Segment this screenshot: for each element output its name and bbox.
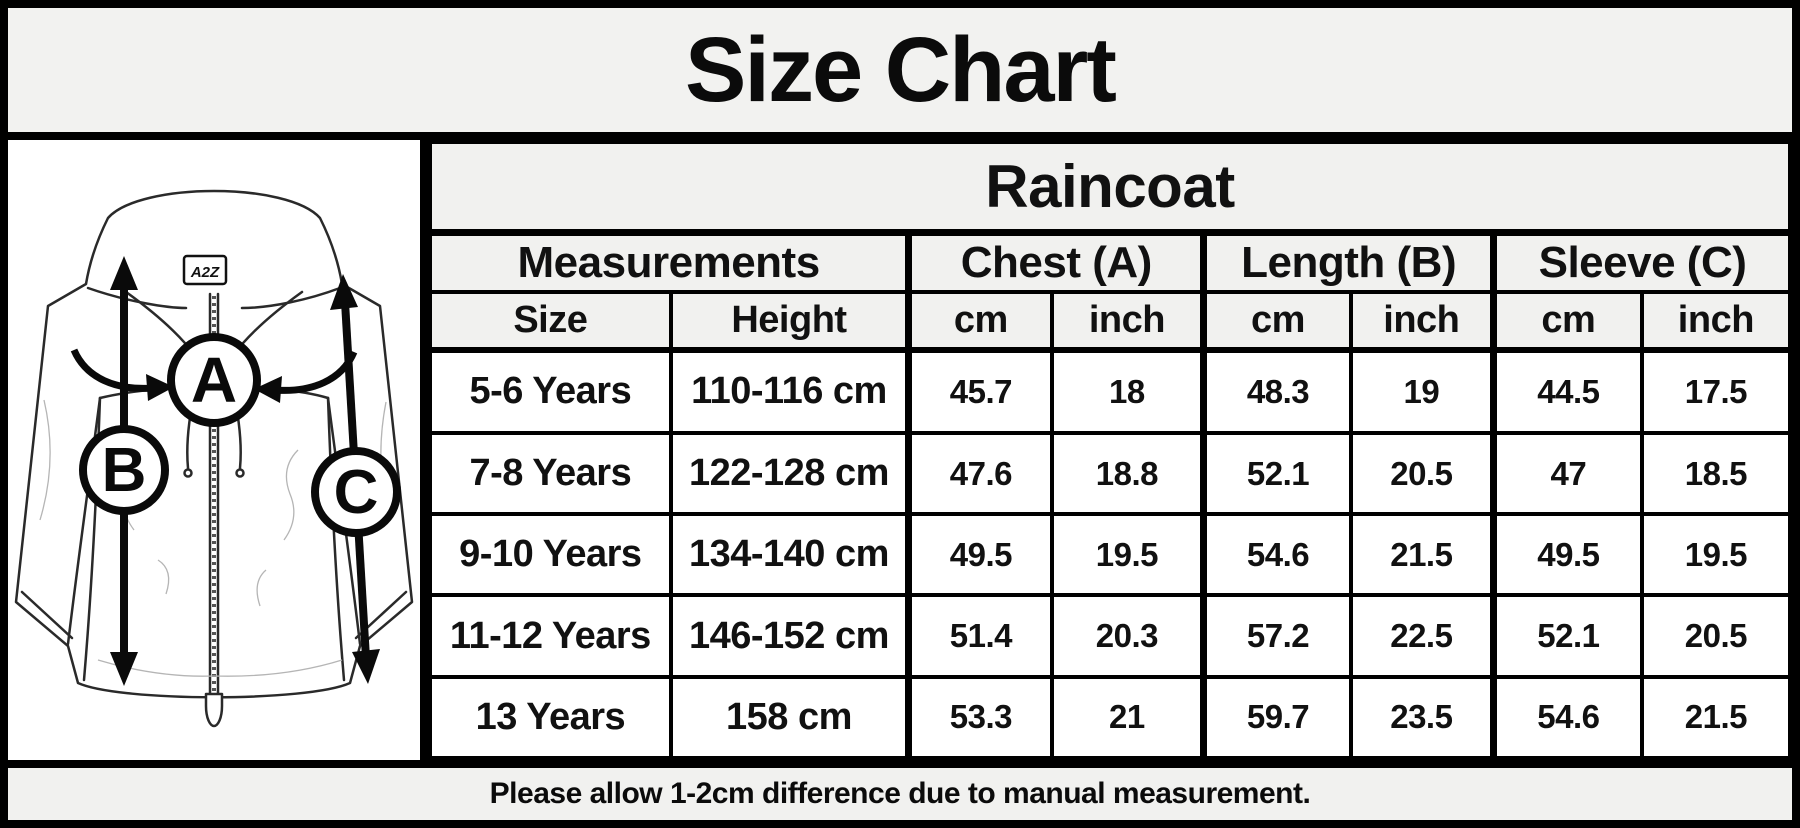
label-b: B [102, 436, 147, 505]
table-row: 11-12 Years 146-152 cm 51.4 20.3 57.2 22.5 52.… [428, 593, 1793, 679]
main-area: A2Z A B [8, 140, 1793, 761]
product-header-row: Raincoat [428, 140, 1792, 236]
size-table: Raincoat Measurements Chest (A) Length (… [428, 140, 1793, 761]
column-header-row: Size Height cm inch cm inch cm inch [428, 290, 1793, 353]
cell-height: 134-140 cm [668, 512, 911, 598]
cell-chest-cm: 45.7 [905, 348, 1054, 435]
cell-chest-inch: 18.8 [1049, 430, 1206, 517]
cell-size: 13 Years [428, 674, 673, 761]
page-title: Size Chart [685, 18, 1117, 121]
cell-sleeve-inch: 21.5 [1639, 674, 1793, 761]
cell-length-cm: 59.7 [1200, 674, 1353, 761]
cell-height: 110-116 cm [668, 348, 911, 435]
sleeve-arrowhead-bottom [352, 649, 380, 684]
cell-length-inch: 21.5 [1348, 512, 1496, 598]
raincoat-sketch: A2Z A B [14, 189, 414, 728]
body-right-seam [326, 396, 346, 682]
label-c-circle [311, 447, 401, 537]
title-bar: Size Chart [8, 8, 1792, 132]
footer-note: Please allow 1-2cm difference due to man… [489, 777, 1311, 810]
cell-length-cm: 54.6 [1200, 512, 1353, 598]
raincoat-diagram: A2Z A B [8, 140, 420, 760]
col-header-length-cm: cm [1200, 290, 1353, 353]
cell-chest-inch: 20.3 [1049, 593, 1206, 679]
footer-bar: Please allow 1-2cm difference due to man… [8, 768, 1792, 820]
cell-sleeve-cm: 47 [1489, 430, 1644, 517]
cell-sleeve-cm: 49.5 [1489, 512, 1644, 598]
col-header-length-inch: inch [1348, 290, 1496, 353]
col-header-chest-cm: cm [905, 290, 1054, 353]
length-arrowhead-bottom [110, 652, 138, 686]
cell-length-inch: 22.5 [1348, 593, 1496, 679]
col-header-height: Height [668, 290, 911, 353]
cell-sleeve-inch: 18.5 [1639, 430, 1793, 517]
cell-height: 146-152 cm [668, 593, 911, 679]
cell-chest-inch: 19.5 [1049, 512, 1206, 598]
col-header-size: Size [428, 290, 673, 353]
sleeve-arrowhead-top [330, 274, 358, 310]
cell-sleeve-inch: 19.5 [1639, 512, 1793, 598]
cell-length-cm: 48.3 [1200, 348, 1353, 435]
cell-length-cm: 52.1 [1200, 430, 1353, 517]
chest-arrowhead-left [146, 374, 174, 401]
cell-chest-cm: 49.5 [905, 512, 1054, 598]
table-row: 9-10 Years 134-140 cm 49.5 19.5 54.6 21.5 49.5… [428, 512, 1793, 598]
chest-arrow-left-arc [70, 348, 155, 392]
cell-sleeve-inch: 20.5 [1639, 593, 1793, 679]
cell-height: 122-128 cm [668, 430, 911, 517]
length-arrowhead-top [110, 256, 138, 290]
cell-size: 5-6 Years [428, 348, 673, 435]
cell-length-inch: 23.5 [1348, 674, 1496, 761]
hood-base [86, 286, 342, 310]
size-table-wrap: Raincoat Measurements Chest (A) Length (… [428, 140, 1793, 761]
table-row: 5-6 Years 110-116 cm 45.7 18 48.3 19 44.5 17.5 [428, 348, 1793, 435]
col-header-sleeve-inch: inch [1639, 290, 1793, 353]
table-body: 5-6 Years 110-116 cm 45.7 18 48.3 19 44.5 17.5 7… [428, 348, 1793, 761]
label-a-circle [167, 333, 261, 427]
wrinkle [256, 569, 267, 607]
cell-size: 9-10 Years [428, 512, 673, 598]
label-c: C [334, 458, 379, 527]
cell-chest-cm: 47.6 [905, 430, 1054, 517]
label-b-circle [79, 425, 169, 515]
product-title: Raincoat [428, 140, 1792, 236]
brand-label-box [182, 254, 228, 286]
group-header-row: Measurements Chest (A) Length (B) Sleeve… [428, 230, 1792, 294]
cell-chest-cm: 53.3 [905, 674, 1054, 761]
cell-chest-inch: 21 [1049, 674, 1206, 761]
wrinkle [97, 659, 343, 677]
cell-chest-cm: 51.4 [905, 593, 1054, 679]
col-group-length: Length (B) [1200, 230, 1496, 294]
cell-sleeve-cm: 44.5 [1489, 348, 1644, 435]
sleeve-inner-left [66, 396, 102, 646]
drawstring-tip-left [183, 468, 193, 478]
label-a: A [191, 344, 237, 416]
table-row: 7-8 Years 122-128 cm 47.6 18.8 52.1 20.5 47 18.… [428, 430, 1793, 517]
cell-height: 158 cm [668, 674, 911, 761]
col-group-measurements: Measurements [428, 230, 911, 294]
cell-length-cm: 57.2 [1200, 593, 1353, 679]
cell-sleeve-inch: 17.5 [1639, 348, 1793, 435]
cell-size: 7-8 Years [428, 430, 673, 517]
wrinkle [39, 399, 51, 521]
cuff-left [20, 590, 74, 640]
drawstring-tip-right [235, 468, 245, 478]
cell-sleeve-cm: 52.1 [1489, 593, 1644, 679]
table-row: 13 Years 158 cm 53.3 21 59.7 23.5 54.6 21.5 [428, 674, 1793, 761]
cell-sleeve-cm: 54.6 [1489, 674, 1644, 761]
col-header-chest-inch: inch [1049, 290, 1206, 353]
col-header-sleeve-cm: cm [1489, 290, 1644, 353]
wrinkle [157, 559, 170, 595]
wrinkle [283, 449, 299, 541]
cell-length-inch: 19 [1348, 348, 1496, 435]
col-group-sleeve: Sleeve (C) [1489, 230, 1792, 294]
cell-length-inch: 20.5 [1348, 430, 1496, 517]
cell-chest-inch: 18 [1049, 348, 1206, 435]
chest-arrowhead-right [254, 376, 282, 403]
zipper-pull [204, 692, 224, 728]
cell-size: 11-12 Years [428, 593, 673, 679]
col-group-chest: Chest (A) [905, 230, 1206, 294]
brand-label: A2Z [190, 264, 220, 281]
